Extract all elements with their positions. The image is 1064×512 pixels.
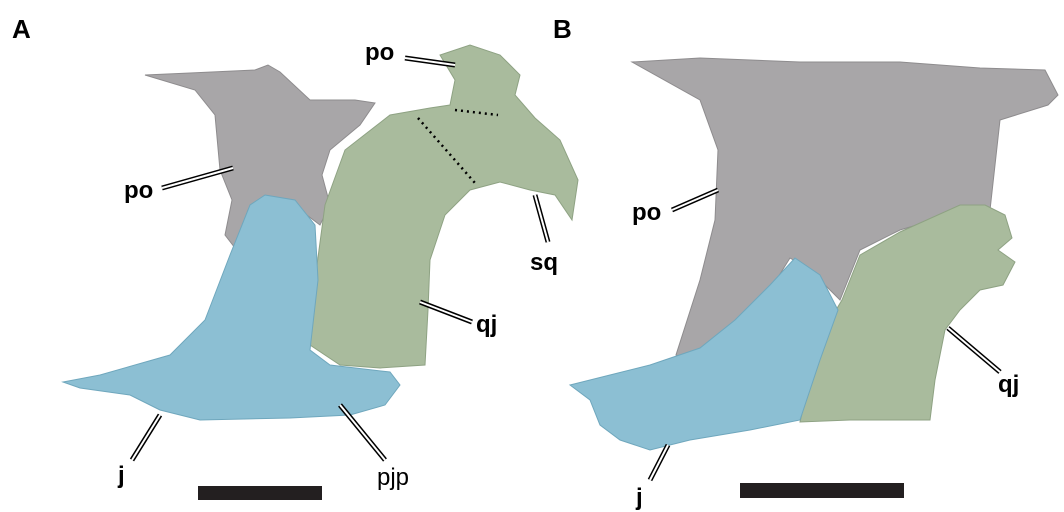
panel-a-bones (63, 45, 578, 500)
annotation: po (365, 39, 394, 66)
annotation: j (117, 462, 125, 489)
leader-inner (535, 195, 548, 242)
leader-inner (340, 405, 385, 460)
leader-inner (132, 415, 160, 460)
figure: A B po po sq qj j pjp po qj j (0, 0, 1064, 512)
scale-bar (740, 483, 904, 498)
leader-inner (650, 445, 668, 480)
leader-inner (948, 328, 1000, 372)
annotation: j (635, 484, 643, 511)
annotation: po (124, 177, 153, 204)
annotation: pjp (377, 464, 409, 491)
annotation: qj (998, 371, 1019, 398)
scale-bar (198, 486, 322, 500)
panel-label: A (12, 14, 31, 44)
annotation: sq (530, 249, 558, 276)
annotation: po (632, 199, 661, 226)
annotation: qj (476, 311, 497, 338)
panel-label: B (553, 14, 572, 44)
panel-b-bones (570, 58, 1058, 498)
leader-inner (672, 190, 718, 210)
leader-inner (162, 168, 233, 188)
